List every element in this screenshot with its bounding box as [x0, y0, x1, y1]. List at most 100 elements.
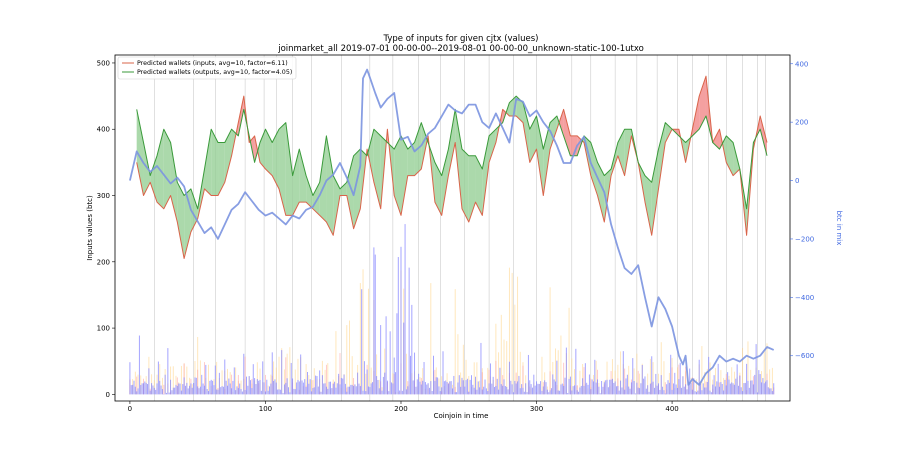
- bar-blue-220: [427, 383, 429, 395]
- bar-blue-82: [240, 389, 242, 395]
- bar-blue-437: [721, 383, 723, 395]
- bar-blue-379: [643, 378, 645, 395]
- bar-blue-234: [446, 382, 448, 395]
- bar-blue-181: [374, 254, 376, 395]
- bar-blue-3: [133, 380, 135, 395]
- bar-blue-429: [710, 392, 712, 395]
- bar-blue-461: [754, 374, 756, 395]
- bar-blue-108: [275, 382, 277, 395]
- x-tick-label-100: 100: [259, 405, 272, 413]
- bar-blue-283: [513, 392, 514, 395]
- bar-blue-16: [151, 383, 153, 395]
- fill-segment-22: [279, 122, 286, 216]
- bar-blue-10: [142, 383, 144, 395]
- bar-blue-9: [141, 383, 143, 395]
- bar-blue-359: [616, 386, 617, 395]
- bar-blue-318: [560, 384, 562, 395]
- bar-orange-314: [555, 348, 556, 395]
- bar-orange-106: [273, 361, 275, 395]
- bar-blue-61: [212, 380, 214, 395]
- bar-orange-118: [289, 347, 291, 395]
- fill-segment-18: [254, 135, 258, 163]
- bar-blue-360: [617, 385, 619, 395]
- bar-blue-336: [584, 363, 586, 395]
- bar-blue-285: [515, 383, 517, 395]
- bar-blue-151: [334, 381, 336, 395]
- fill-segment-5: [170, 142, 178, 223]
- bar-blue-324: [568, 378, 570, 395]
- bar-blue-430: [712, 384, 714, 395]
- bar-blue-312: [552, 374, 554, 395]
- bar-orange-474: [771, 367, 773, 395]
- bar-orange-456: [747, 341, 749, 395]
- bar-orange-164: [351, 356, 353, 395]
- bar-blue-35: [176, 385, 178, 395]
- bar-blue-146: [327, 388, 329, 395]
- bar-blue-329: [575, 348, 577, 395]
- fill-segment-57: [516, 96, 523, 123]
- bar-red-335: [583, 367, 585, 395]
- bar-blue-299: [534, 385, 536, 395]
- bar-blue-441: [727, 372, 729, 395]
- bar-blue-50: [197, 386, 199, 395]
- bar-blue-13: [147, 384, 149, 395]
- fill-segment-26: [306, 175, 313, 209]
- bar-blue-388: [655, 373, 657, 395]
- bar-blue-43: [187, 388, 189, 395]
- fill-segment-84: [699, 76, 706, 130]
- legend-label-outputs: Predicted wallets (outputs, avg=10, fact…: [137, 69, 292, 76]
- fill-segment-63: [559, 109, 564, 136]
- bar-red-85: [244, 356, 246, 395]
- bar-blue-315: [556, 360, 558, 395]
- bar-blue-375: [637, 387, 639, 395]
- bar-blue-34: [175, 384, 177, 395]
- bar-blue-168: [357, 372, 359, 395]
- fill-segment-76: [644, 175, 652, 236]
- bar-orange-32: [172, 366, 174, 395]
- bar-blue-341: [591, 379, 593, 395]
- fill-segment-49: [461, 149, 469, 223]
- bar-blue-396: [666, 384, 668, 395]
- bar-orange-288: [519, 351, 521, 395]
- bar-blue-420: [698, 359, 700, 395]
- bar-blue-363: [621, 387, 623, 395]
- bar-blue-269: [494, 387, 495, 395]
- bar-orange-356: [611, 359, 613, 395]
- x-tick-label-300: 300: [530, 405, 543, 413]
- bar-blue-257: [477, 381, 479, 395]
- bar-blue-403: [675, 384, 677, 395]
- bar-blue-288: [519, 388, 521, 395]
- bar-blue-184: [378, 388, 380, 395]
- bar-orange-404: [677, 367, 678, 395]
- bar-blue-198: [397, 257, 399, 395]
- bar-orange-110: [278, 356, 280, 395]
- bar-blue-253: [472, 384, 474, 395]
- bar-blue-26: [164, 374, 166, 395]
- bar-orange-392: [660, 342, 662, 395]
- bar-blue-133: [309, 379, 311, 395]
- bar-blue-120: [292, 378, 294, 395]
- bar-orange-178: [370, 367, 372, 395]
- bar-red-90: [251, 378, 253, 395]
- bar-blue-231: [442, 351, 444, 395]
- bar-blue-470: [766, 380, 768, 395]
- bar-blue-130: [305, 386, 307, 395]
- bar-blue-313: [553, 379, 555, 395]
- bar-blue-135: [312, 387, 314, 395]
- bar-orange-246: [462, 344, 464, 395]
- bar-blue-67: [220, 387, 222, 395]
- bar-blue-28: [167, 348, 169, 395]
- bar-orange-52: [199, 360, 201, 395]
- bar-blue-232: [443, 381, 445, 395]
- bar-blue-290: [522, 387, 524, 395]
- bar-red-100: [264, 374, 266, 395]
- bar-blue-346: [598, 386, 600, 395]
- bar-blue-173: [363, 361, 365, 395]
- bar-blue-213: [418, 373, 420, 395]
- bar-orange-468: [763, 351, 765, 395]
- bar-blue-29: [168, 392, 170, 395]
- bar-blue-41: [185, 385, 186, 395]
- bar-blue-205: [407, 386, 409, 395]
- bar-orange-124: [297, 358, 299, 395]
- bar-blue-32: [172, 387, 174, 395]
